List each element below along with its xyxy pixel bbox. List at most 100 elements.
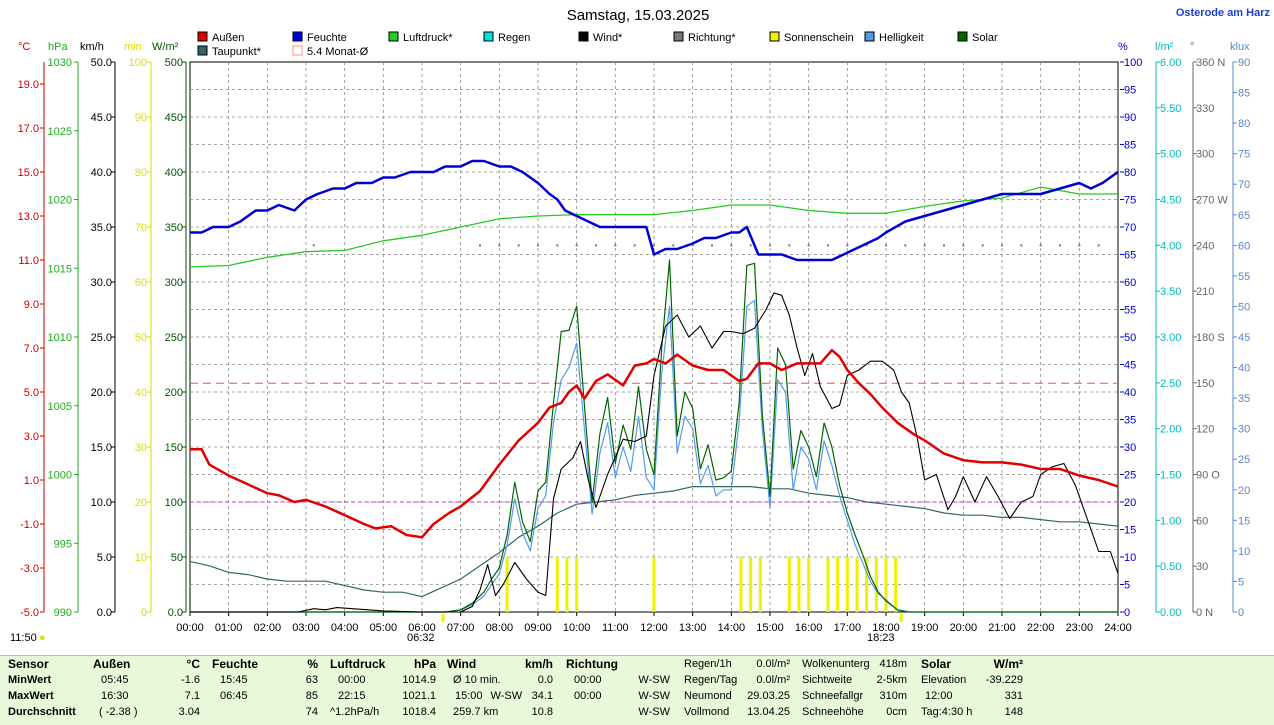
right-axis-label: 50 (1238, 301, 1250, 313)
solar-max-value: 331 (1004, 690, 1023, 702)
right-axis-unit: l/m² (1155, 41, 1174, 53)
direction-point (730, 244, 733, 247)
sunshine-bar (874, 557, 878, 612)
right-axis-label: 0 (1238, 607, 1244, 619)
chart-title: Samstag, 15.03.2025 (567, 7, 710, 24)
left-axis-label: 5.0 (97, 552, 112, 564)
right-axis-label: 10 (1238, 546, 1250, 558)
right-axis-label: 40 (1124, 387, 1136, 399)
legend-swatch (769, 31, 780, 42)
direction-point (923, 244, 926, 247)
x-tick-label: 13:00 (679, 622, 707, 634)
right-axis-label: 30 (1124, 442, 1136, 454)
left-axis-label: 450 (165, 112, 183, 124)
left-axis-label: 17.0 (18, 123, 39, 135)
sunshine-bar (884, 557, 888, 612)
legend-label: Taupunkt* (212, 46, 262, 58)
sun-duration: Tag:4:30 h (921, 706, 973, 718)
wolkenunterg-value: 418m (879, 658, 907, 670)
left-axis-label: -3.0 (20, 563, 39, 575)
direction-point (827, 244, 829, 247)
direction-point (633, 244, 636, 247)
direction-point (904, 244, 907, 247)
right-axis-unit: klux (1230, 41, 1250, 53)
footer-row-max: MaxWert (8, 690, 54, 702)
legend-label: Luftdruck* (403, 32, 453, 44)
left-axis-label: 35.0 (91, 222, 112, 234)
aussen-min-value: -1.6 (181, 674, 200, 686)
series-line-solar (190, 259, 1118, 613)
left-axis-label: 30.0 (91, 277, 112, 289)
footer-wolken-col: Wolkenunterg 418m Sichtweite 2-5km Schneef… (802, 656, 907, 720)
direction-point (614, 244, 617, 247)
left-axis-label: 90 (135, 112, 147, 124)
direction-point (1078, 244, 1081, 247)
left-axis-label: 40 (135, 387, 147, 399)
right-axis-label: 20 (1124, 497, 1136, 509)
left-axis-label: 50.0 (91, 57, 112, 69)
wind-max-direction: W-SW (490, 690, 523, 702)
x-tick-label: 12:00 (640, 622, 668, 634)
right-axis-label: 90 O (1196, 470, 1220, 482)
right-axis-label: 25 (1238, 454, 1250, 466)
sunset-marker (899, 614, 903, 622)
left-axis-label: -5.0 (20, 607, 39, 619)
legend-swatch (483, 31, 494, 42)
x-tick-label: 04:00 (331, 622, 359, 634)
direction-point (1001, 244, 1003, 247)
left-axis-label: 500 (165, 57, 183, 69)
right-axis-label: 180 S (1196, 332, 1225, 344)
sunshine-bar (575, 557, 579, 612)
right-axis-label: 90 (1124, 112, 1136, 124)
right-axis-label: 65 (1238, 210, 1250, 222)
right-axis-label: 0 N (1196, 607, 1213, 619)
right-axis-label: 60 (1238, 240, 1250, 252)
right-axis-label: 300 (1196, 149, 1214, 161)
right-axis-label: 150 (1196, 378, 1214, 390)
left-axis-label: 50 (135, 332, 147, 344)
x-tick-label: 22:00 (1027, 622, 1055, 634)
right-axis-label: 4.50 (1160, 195, 1181, 207)
regen-tag-label: Regen/Tag (684, 674, 738, 686)
legend-label: 5.4 Monat-Ø (307, 46, 369, 58)
footer-feuchte-col: Feuchte% 15:45 63 06:45 85 74 (212, 656, 318, 720)
right-axis-label: 2.00 (1160, 424, 1181, 436)
feuchte-max-time: 06:45 (220, 690, 248, 702)
schneefallgr-value: 310m (879, 690, 907, 702)
footer-sensor-header: Sensor (8, 657, 49, 671)
footer-solar-header: Solar (921, 657, 952, 671)
footer-solar-unit: W/m² (993, 657, 1023, 671)
left-axis-label: 1.0 (24, 475, 39, 487)
direction-point (479, 244, 481, 247)
right-axis-label: 25 (1124, 470, 1136, 482)
left-axis-label: 5.0 (24, 387, 39, 399)
series-line-helligkeit (190, 299, 1118, 613)
direction-point (575, 244, 578, 247)
direction-point (1039, 244, 1042, 247)
left-axis-label: 11.0 (18, 255, 39, 267)
left-axis-label: 350 (165, 222, 183, 234)
x-tick-label: 16:00 (795, 622, 823, 634)
solar-max-time: 12:00 (925, 690, 953, 702)
left-axis-label: 1015 (48, 263, 72, 275)
aussen-min-time: 05:45 (101, 674, 129, 686)
x-tick-label: 00:00 (176, 622, 204, 634)
right-axis-label: 5.00 (1160, 149, 1181, 161)
legend-label: Sonnenschein (784, 32, 854, 44)
left-axis-unit: °C (18, 41, 30, 53)
grid (190, 62, 1118, 612)
direction-point (556, 244, 559, 247)
left-axis-label: 25.0 (91, 332, 112, 344)
right-axis-label: 60 (1196, 515, 1208, 527)
richtung-max-value: W-SW (638, 690, 670, 702)
direction-point (962, 244, 965, 247)
neumond-value: 29.03.25 (747, 690, 790, 702)
direction-point (865, 244, 868, 247)
sunshine-bar (739, 557, 743, 612)
left-axis-unit: W/m² (152, 41, 179, 53)
right-axis-label: 45 (1124, 360, 1136, 372)
left-axis-label: 1005 (48, 401, 72, 413)
footer-wind-col: Wind km/h Ø 10 min. 0.0 15:00 W-SW 34.1 259.… (447, 656, 553, 720)
direction-point (517, 244, 520, 247)
sunshine-bar (845, 557, 849, 612)
